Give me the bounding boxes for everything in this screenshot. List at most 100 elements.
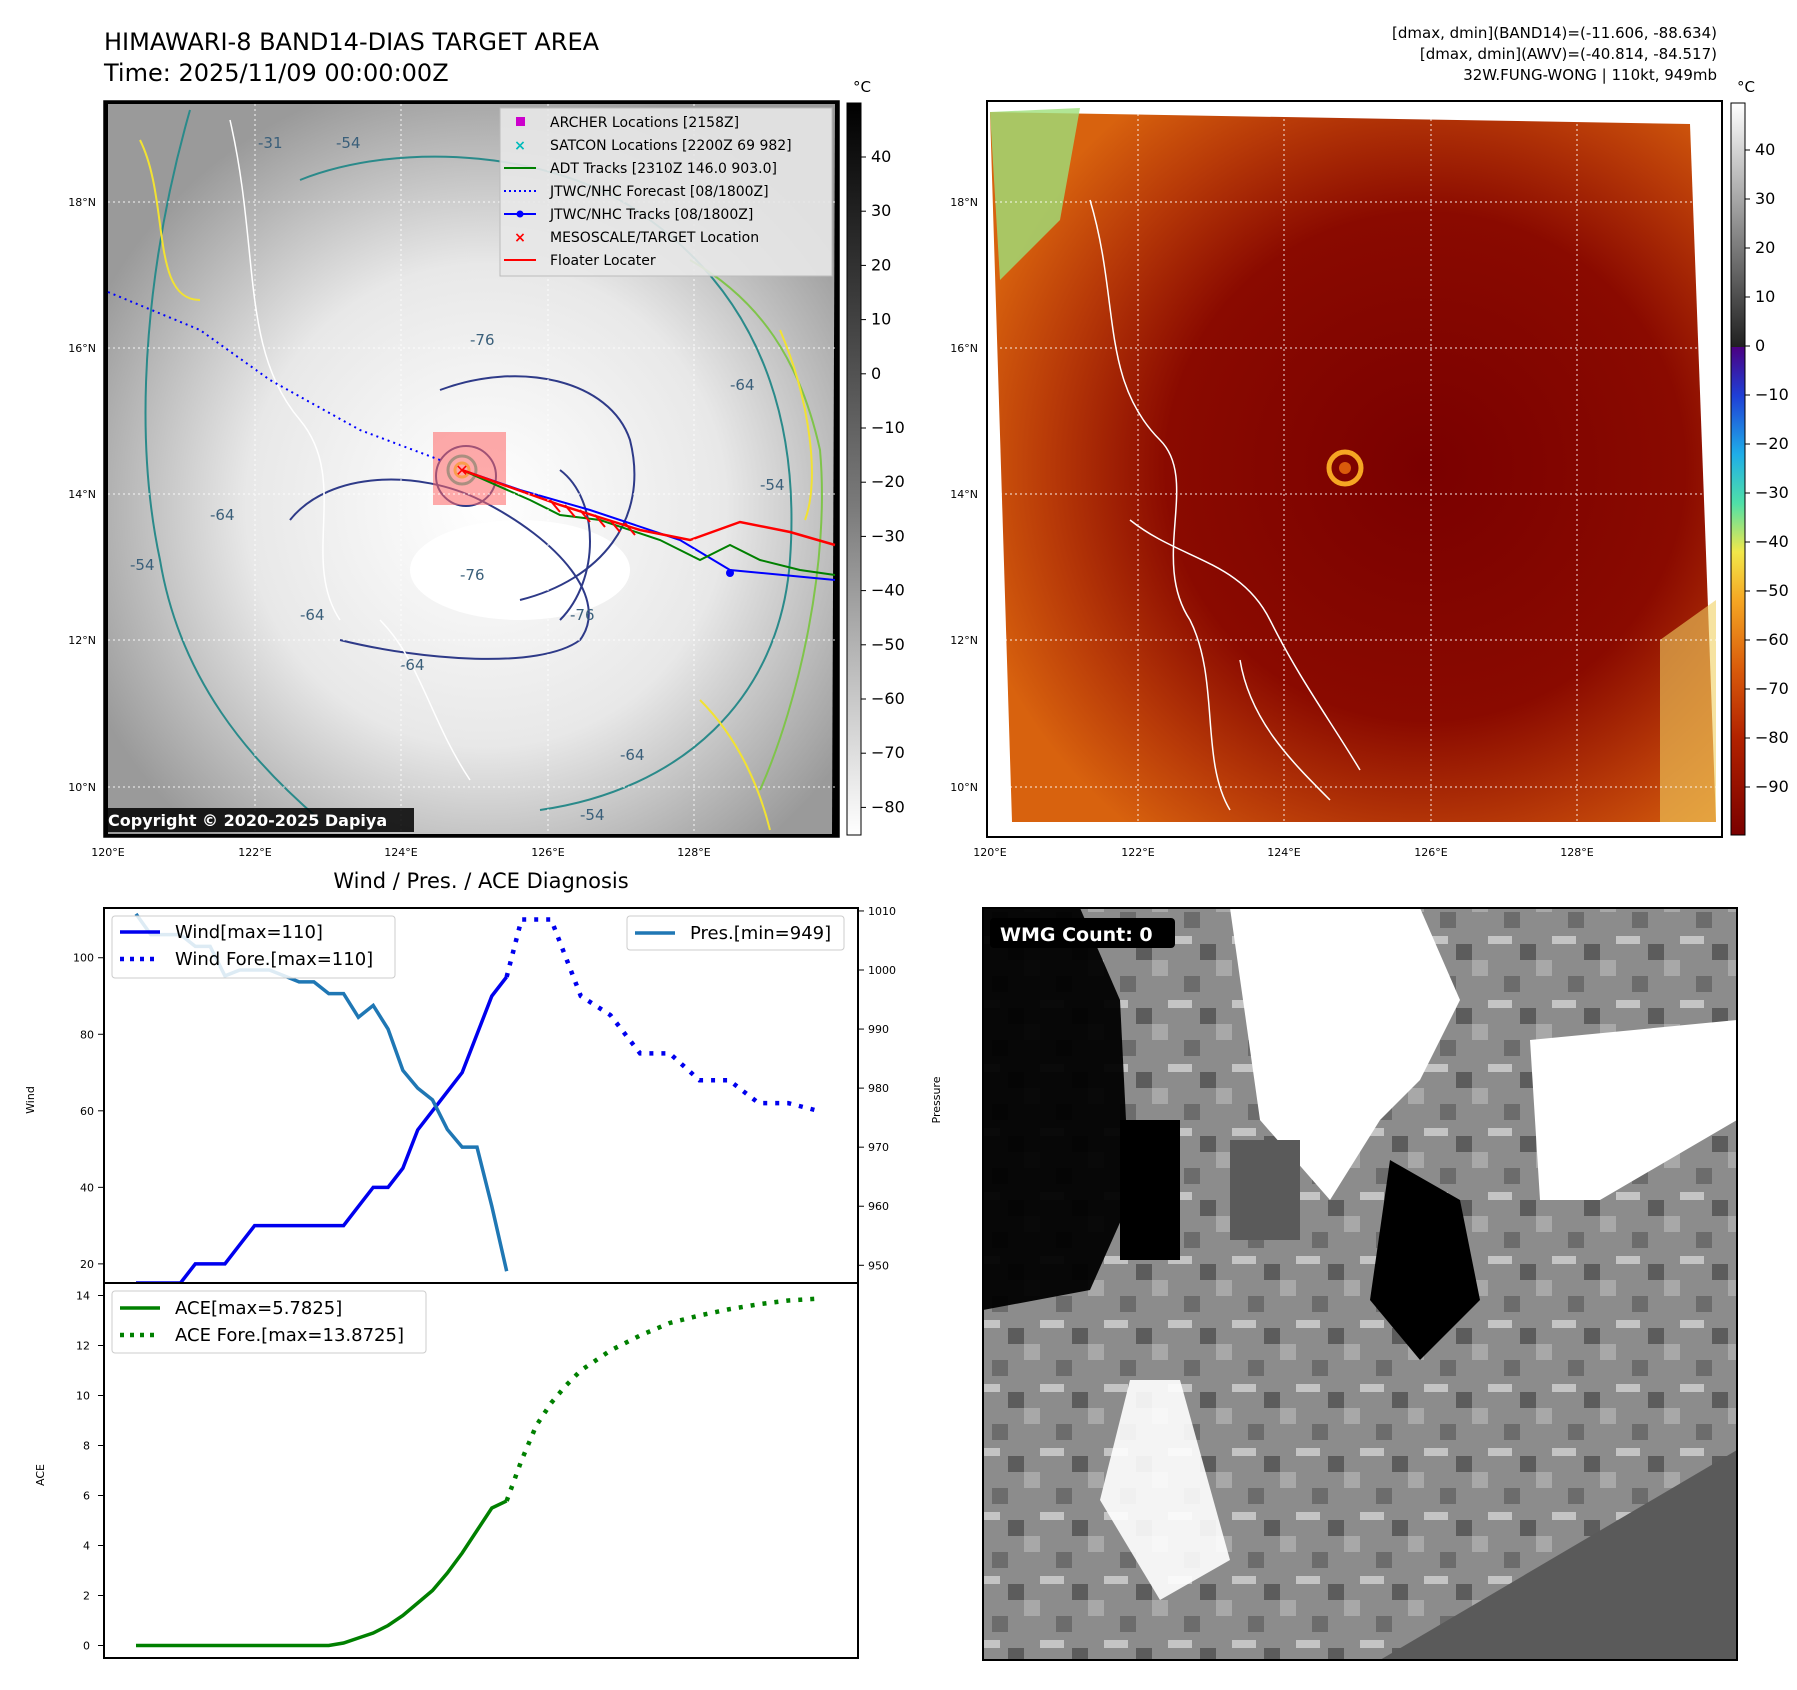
colorbar-tick-label: −80 [871,797,905,816]
wmg-core [1230,1140,1300,1240]
awv-warm-region [990,108,1080,280]
legend-marker-dot [516,210,524,218]
ace-axis-label: ACE [34,1464,47,1486]
contour-label: -76 [460,566,485,584]
colorbar-tick-label: 20 [871,255,891,274]
legend-label: Pres.[min=949] [690,923,831,944]
figure-title-line2: Time: 2025/11/09 00:00:00Z [103,59,449,87]
target-location-marker: ✕ [455,461,468,480]
contour-line [139,139,201,301]
y-tick-label: 14 [76,1290,90,1303]
right-colorbar-frame [1730,102,1746,836]
target-track-hatching [549,499,636,536]
lon-label: 122°E [1121,846,1154,859]
legend-marker-square [516,117,525,126]
lon-label: 126°E [531,846,564,859]
lat-label: 10°N [68,781,96,794]
y-right-tick-label: 960 [868,1200,889,1213]
contour-line [779,329,813,521]
awv-map-gridlines [990,104,1720,834]
colorbar-tick-label: −50 [1755,581,1789,600]
wmg-core [1120,1120,1180,1260]
band14-range-text: [dmax, dmin](BAND14)=(-11.606, -88.634) [1392,24,1717,42]
left-lat-labels: 18°N 16°N 14°N 12°N 10°N [68,196,96,794]
awv-imagery [990,112,1716,822]
colorbar-tick-label: −30 [1755,483,1789,502]
contour-label: -64 [210,506,235,524]
lon-label: 120°E [973,846,1006,859]
contour-label: -64 [300,606,325,624]
map-frame [103,100,840,838]
contour-label: -31 [258,134,283,152]
ir-map-panel: -31 -54-76-64-64-54-76-64-64-54-64-54-76 … [103,100,840,838]
colorbar-tick-label: −60 [871,689,905,708]
jtwc-track-point [726,569,734,577]
y-tick-label: 6 [83,1490,90,1503]
awv-range-text: [dmax, dmin](AWV)=(-40.814, -84.517) [1420,45,1717,63]
wmg-dark-band [1370,1160,1480,1360]
y-tick-label: 4 [83,1540,90,1553]
lat-label: 10°N [950,781,978,794]
colorbar-tick-label: 0 [1755,336,1765,355]
y-tick-label: 80 [80,1028,94,1041]
legend-label: Wind[max=110] [175,922,323,943]
colorbar-tick-label: 10 [871,310,891,329]
lat-label: 12°N [950,634,978,647]
right-colorbar-unit: °C [1737,78,1755,96]
legend-label: ARCHER Locations [2158Z] [550,115,739,131]
wmg-white-band [1100,1380,1230,1600]
wmg-gray-region [1380,1450,1737,1660]
lon-label: 124°E [1267,846,1300,859]
legend-label: Floater Locater [550,253,656,269]
map-legend [499,107,833,277]
y-right-tick-label: 980 [868,1082,889,1095]
series-line-ace-1 [504,1296,819,1502]
right-colorbar-bottom [1731,347,1745,835]
wmg-white-band [1530,1020,1737,1200]
storm-info-text: 32W.FUNG-WONG | 110kt, 949mb [1463,66,1717,84]
legend-label: JTWC/NHC Forecast [08/1800Z] [549,184,769,200]
y-right-tick-label: 1010 [868,905,896,918]
left-colorbar: °C 40 30 20 10 0 −10 −20 −30 −40 −50 −60 −70 −80 [846,78,905,836]
series-line-ace-0 [136,1499,508,1648]
contour-label: -76 [570,606,595,624]
y-tick-label: 10 [76,1390,90,1403]
left-colorbar-bar [846,102,862,836]
lon-label: 120°E [91,846,124,859]
legend-label: ACE Fore.[max=13.8725] [175,1325,404,1346]
lon-label: 122°E [238,846,271,859]
colorbar-tick-label: −40 [1755,532,1789,551]
copyright-text: Copyright © 2020-2025 Dapiya [108,811,387,830]
coastline [379,619,471,781]
ace-legend-box [111,1290,427,1354]
legend-marker-x: × [514,138,526,154]
wmg-count-text: WMG Count: 0 [1000,924,1153,946]
coastline [229,119,341,621]
contour-line [289,478,590,660]
jtwc-forecast-track [107,291,441,461]
lat-label: 14°N [950,488,978,501]
colorbar-tick-label: −30 [871,526,905,545]
coastline [1089,199,1231,811]
pres-legend-box [626,915,845,951]
figure-title-line1: HIMAWARI-8 BAND14-DIAS TARGET AREA [104,28,600,56]
contour-line [559,469,591,621]
awv-eye [1326,449,1364,487]
contour-label: -54 [760,476,785,494]
ace-chart: 0 2 4 6 8 10 12 14 ACE[max=5.7825] ACE Fore.[max=… [76,1290,819,1653]
left-colorbar-ticks: 40 30 20 10 0 −10 −20 −30 −40 −50 −60 −70 −80 [861,147,905,816]
colorbar-tick-label: −80 [1755,728,1789,747]
contour-label: -54 [580,806,605,824]
colorbar-tick-label: −40 [871,581,905,600]
floater-locater-track [461,468,836,547]
left-colorbar-unit: °C [853,78,871,96]
right-colorbar-ticks: 40 30 20 10 0 −10 −20 −30 −40 −50 −60 −70 −80 −90 [1745,140,1789,796]
colorbar-tick-label: 20 [1755,238,1775,257]
y-tick-label: 2 [83,1590,90,1603]
colorbar-tick-label: −90 [1755,777,1789,796]
wmg-panel: WMG Count: 0 [982,907,1738,1661]
right-colorbar: °C 40 30 20 10 0 −10 −20 −30 −40 −50 −60 −70 −80 −90 [1730,78,1789,836]
contour-line [699,699,771,831]
wmg-white-band [1230,908,1460,1200]
